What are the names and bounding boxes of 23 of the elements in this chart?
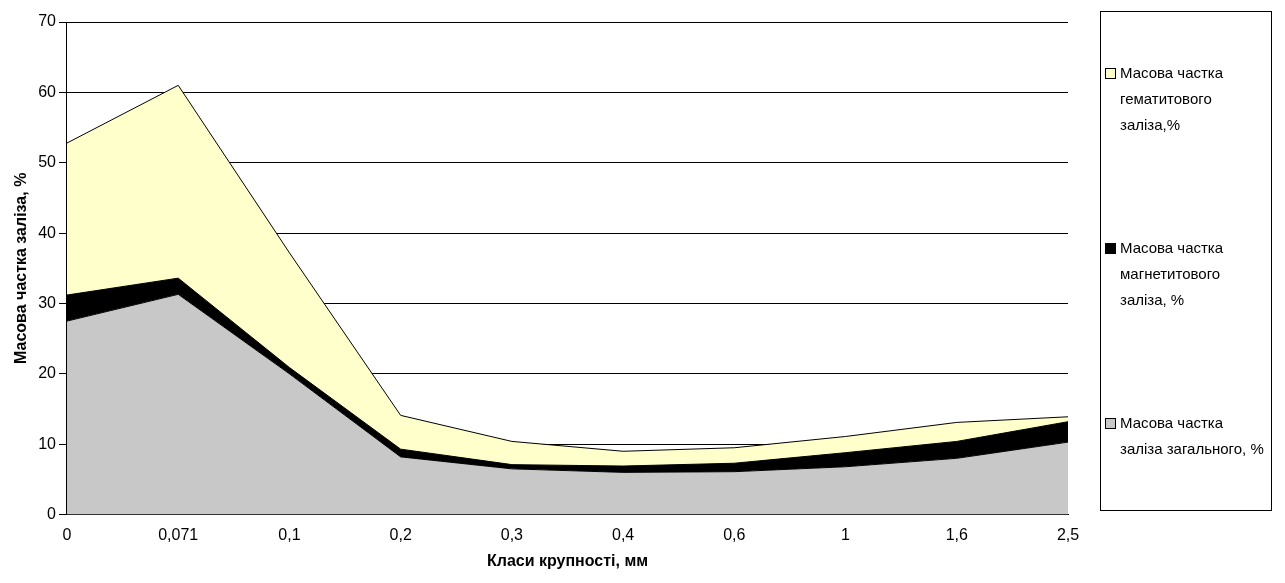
x-tick-label: 0,4 — [611, 525, 635, 543]
y-tick-label: 70 — [38, 12, 57, 30]
legend-label: Масова частка заліза загального, % — [1120, 412, 1265, 459]
x-tick-label: 0,6 — [723, 525, 746, 543]
y-tick-label: 20 — [38, 364, 57, 382]
y-tick-label: 50 — [38, 153, 57, 171]
x-tick-label: 0,3 — [500, 525, 524, 543]
y-tick-label: 0 — [47, 505, 57, 523]
y-tick-label: 30 — [38, 293, 57, 311]
x-axis-title: Класи крупності, мм — [486, 551, 649, 569]
y-tick-label: 40 — [38, 223, 57, 241]
x-tick-label: 0,071 — [158, 525, 199, 543]
x-tick-label: 2,5 — [1056, 525, 1080, 543]
x-tick-label: 0 — [62, 525, 72, 543]
legend-label: Масова частка гематитового заліза,% — [1120, 63, 1225, 136]
y-axis-title: Масова частка заліза, % — [12, 172, 30, 364]
x-tick-label: 1 — [841, 525, 851, 543]
x-tick-label: 0,2 — [389, 525, 412, 543]
legend-label: Масова частка магнетитового заліза, % — [1120, 238, 1225, 310]
y-tick-label: 10 — [38, 434, 57, 452]
x-tick-label: 1,6 — [945, 525, 968, 543]
x-tick-label: 0,1 — [278, 525, 301, 543]
y-tick-label: 60 — [38, 82, 57, 100]
